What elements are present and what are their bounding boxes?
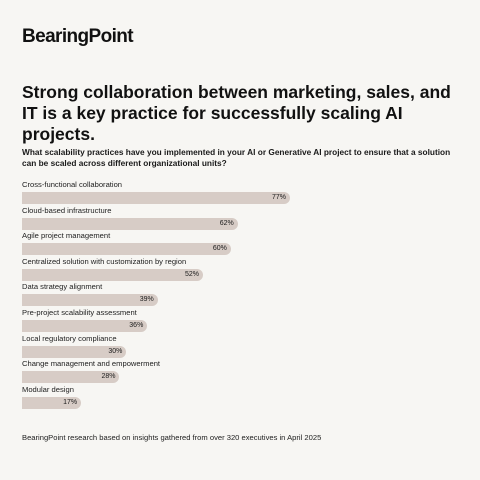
bar: 52% xyxy=(22,268,203,281)
survey-question: What scalability practices have you impl… xyxy=(22,147,451,168)
bar-value-label: 17% xyxy=(63,398,78,406)
chart-row: Local regulatory compliance 30% xyxy=(22,334,312,360)
chart-row: Change management and empowerment 28% xyxy=(22,359,312,385)
bar: 30% xyxy=(22,345,127,358)
brand-logo: BearingPoint xyxy=(22,26,134,47)
bar-value-label: 30% xyxy=(108,347,123,355)
footer-source-note: BearingPoint research based on insights … xyxy=(22,433,322,442)
chart-row: Cross-functional collaboration 77% xyxy=(22,180,312,206)
bar-value-label: 39% xyxy=(139,296,154,304)
bar: 17% xyxy=(22,396,82,409)
bar-value-label: 60% xyxy=(212,245,227,253)
bar-value-label: 28% xyxy=(101,373,116,381)
bar-value-label: 77% xyxy=(271,194,286,201)
bar-chart: Cross-functional collaboration 77% Cloud-b… xyxy=(22,180,312,412)
category-label: Change management and empowerment xyxy=(22,359,161,369)
category-label: Modular design xyxy=(22,384,74,394)
bar: 39% xyxy=(22,294,158,307)
category-label: Agile project management xyxy=(22,231,111,241)
bar: 60% xyxy=(22,243,231,256)
page-headline: Strong collaboration between marketing, … xyxy=(22,82,451,144)
bar: 77% xyxy=(22,192,290,204)
category-label: Local regulatory compliance xyxy=(22,333,117,343)
chart-row: Data strategy alignment 39% xyxy=(22,282,312,308)
chart-row: Modular design 17% xyxy=(22,385,312,411)
chart-row: Agile project management 60% xyxy=(22,231,312,257)
chart-row: Cloud-based infrastructure 62% xyxy=(22,206,312,232)
bar-value-label: 36% xyxy=(129,322,144,329)
category-label: Pre-project scalability assessment xyxy=(22,308,137,317)
bar-value-label: 52% xyxy=(184,270,199,278)
category-label: Cross-functional collaboration xyxy=(22,180,123,189)
chart-row: Centralized solution with customization … xyxy=(22,257,312,283)
chart-row: Pre-project scalability assessment 36% xyxy=(22,308,312,334)
category-label: Centralized solution with customization … xyxy=(22,256,187,266)
category-label: Cloud-based infrastructure xyxy=(22,205,112,215)
bar: 62% xyxy=(22,217,238,230)
category-label: Data strategy alignment xyxy=(22,282,103,292)
bar-value-label: 62% xyxy=(219,219,234,227)
bar: 28% xyxy=(22,371,120,384)
bar: 36% xyxy=(22,320,148,332)
